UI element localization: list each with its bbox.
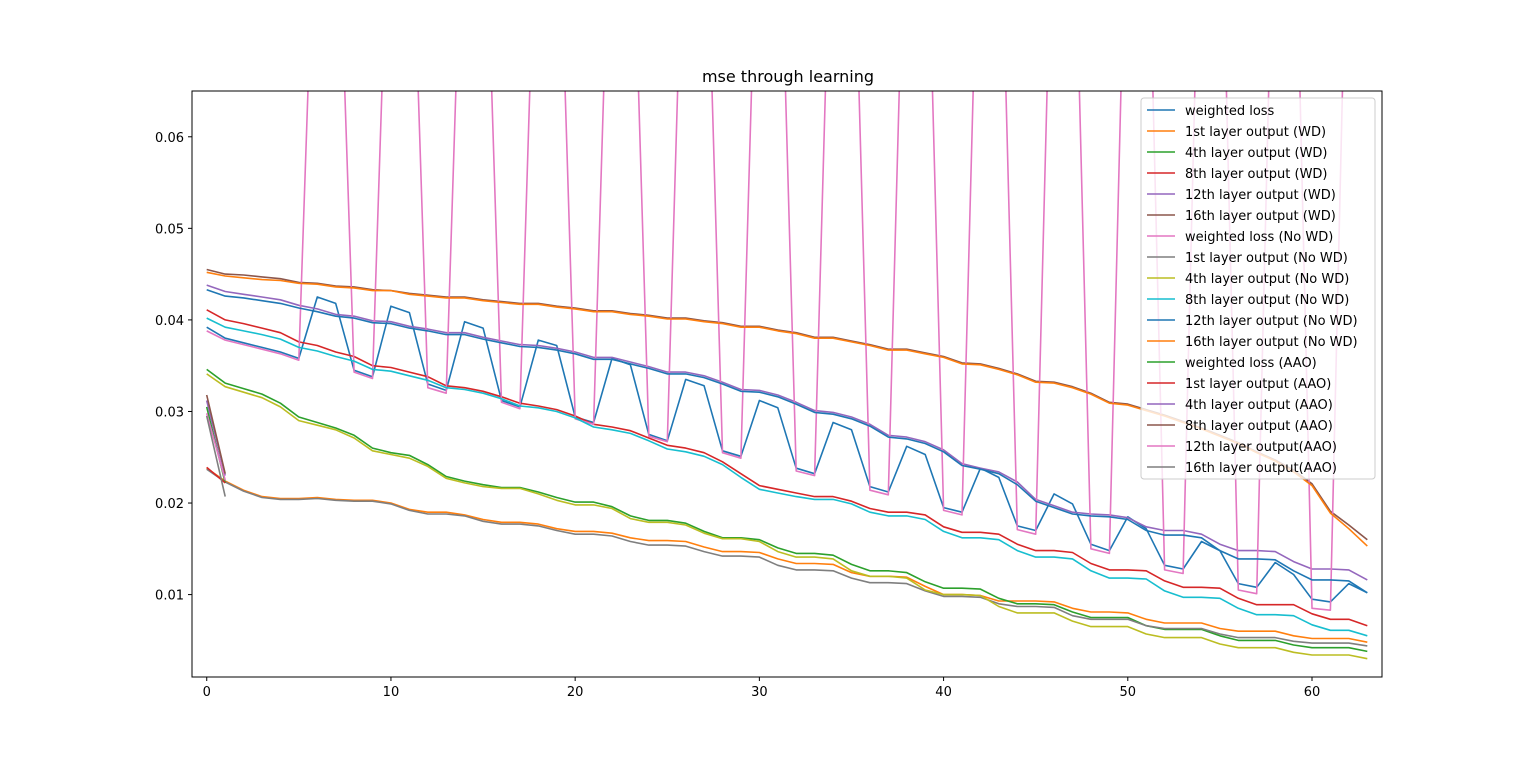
series-line [206,284,1368,581]
y-axis: 0.01 0.02 0.03 0.04 0.05 0.06 [155,131,192,604]
series-line [206,91,1344,612]
x-tick-label: 0 [203,685,211,700]
series-line [205,413,226,481]
series-line [205,394,226,474]
legend-label: 16th layer output (WD) [1185,209,1336,224]
series-line [206,468,1368,647]
x-tick-label: 60 [1304,685,1321,700]
x-tick-label: 40 [935,685,952,700]
y-tick-label: 0.02 [155,497,184,512]
legend-label: 8th layer output (No WD) [1185,293,1349,308]
chart-title: mse through learning [702,67,874,86]
series-line [206,467,1368,643]
x-tick-label: 50 [1120,685,1137,700]
legend-label: weighted loss (No WD) [1185,230,1333,245]
series-line [206,373,1368,660]
legend-label: 12th layer output (WD) [1185,188,1336,203]
y-tick-label: 0.05 [155,222,184,237]
x-tick-label: 10 [383,685,400,700]
y-tick-label: 0.03 [155,405,184,420]
legend-label: 1st layer output (No WD) [1185,251,1348,266]
series-line [206,288,1368,594]
legend-label: weighted loss (AAO) [1185,356,1317,371]
x-tick-label: 30 [751,685,768,700]
legend-label: 1st layer output (AAO) [1185,377,1331,392]
x-tick-label: 20 [567,685,584,700]
series-line [206,368,1368,653]
legend-label: 4th layer output (No WD) [1185,272,1349,287]
legend-box [1140,97,1376,480]
series-line [205,415,226,497]
legend-label: 12th layer output(AAO) [1185,440,1337,455]
legend-label: 16th layer output(AAO) [1185,461,1337,476]
legend-label: 8th layer output (AAO) [1185,419,1333,434]
y-tick-label: 0.06 [155,131,184,146]
legend: weighted loss 1st layer output (WD) 4th la… [1140,97,1376,480]
series-line [206,309,1368,627]
legend-label: 12th layer output (No WD) [1185,314,1358,329]
plot-frame [191,90,1383,678]
legend-label: 16th layer output (No WD) [1185,335,1358,350]
series-line [206,296,1368,603]
y-tick-label: 0.04 [155,314,184,329]
x-axis: 0 10 20 30 40 50 60 [203,677,1321,700]
legend-label: 1st layer output (WD) [1185,125,1326,140]
legend-label: 4th layer output (WD) [1185,146,1328,161]
legend-label: 8th layer output (WD) [1185,167,1328,182]
y-tick-label: 0.01 [155,589,184,604]
legend-label: weighted loss [1185,104,1275,119]
series-line [206,317,1368,637]
legend-label: 4th layer output (AAO) [1185,398,1333,413]
